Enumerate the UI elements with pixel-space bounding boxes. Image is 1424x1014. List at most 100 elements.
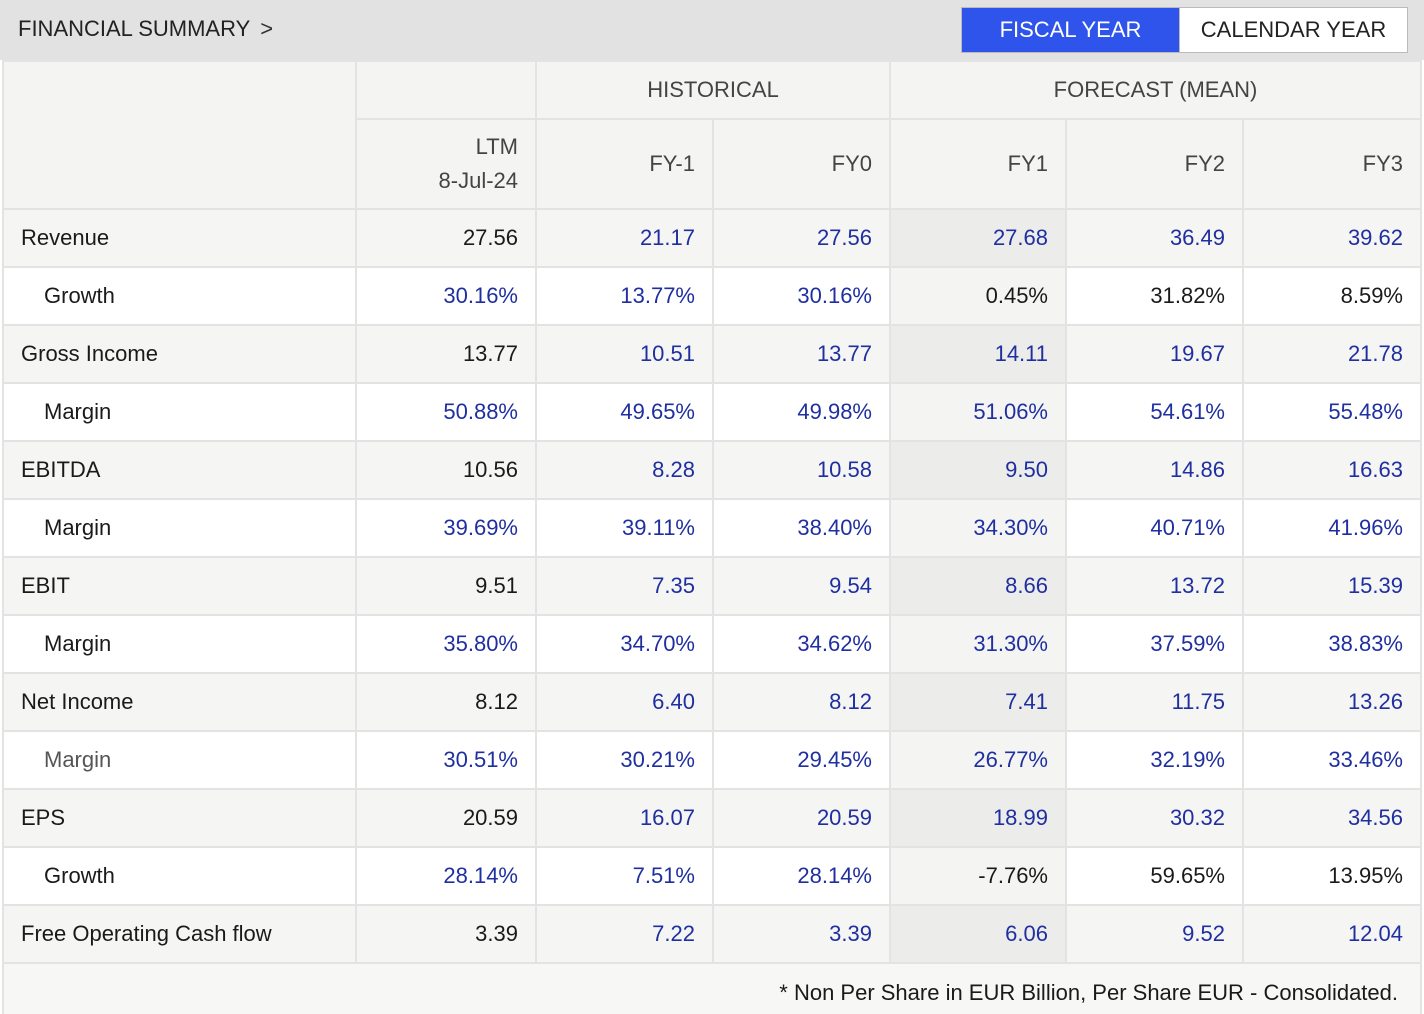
- value-cell: 7.41: [889, 672, 1067, 732]
- ltm-label: LTM: [475, 134, 518, 159]
- row-label: Gross Income: [2, 324, 357, 384]
- value-cell: 6.40: [535, 672, 714, 732]
- row-label: EBIT: [2, 556, 357, 616]
- row-label: Margin: [2, 614, 357, 674]
- period-header: FY-1: [535, 118, 714, 210]
- table-row: Growth 30.16% 13.77% 30.16% 0.45% 31.82% 8.59%: [2, 266, 1422, 326]
- row-label: Margin: [2, 498, 357, 558]
- value-cell: 30.16%: [355, 266, 537, 326]
- value-cell: 7.35: [535, 556, 714, 616]
- calendar-year-button[interactable]: CALENDAR YEAR: [1179, 8, 1407, 52]
- value-cell: 10.56: [355, 440, 537, 500]
- value-cell: 31.82%: [1065, 266, 1244, 326]
- table-row: EPS 20.59 16.07 20.59 18.99 30.32 34.56: [2, 788, 1422, 848]
- period-header: FY0: [712, 118, 891, 210]
- value-cell: 10.51: [535, 324, 714, 384]
- value-cell: 37.59%: [1065, 614, 1244, 674]
- value-cell: 30.51%: [355, 730, 537, 790]
- value-cell: 49.98%: [712, 382, 891, 442]
- fiscal-year-button[interactable]: FISCAL YEAR: [962, 8, 1179, 52]
- value-cell: 20.59: [712, 788, 891, 848]
- value-cell: 12.04: [1242, 904, 1422, 964]
- value-cell: 21.78: [1242, 324, 1422, 384]
- value-cell: 9.52: [1065, 904, 1244, 964]
- value-cell: 30.21%: [535, 730, 714, 790]
- table-row: EBITDA 10.56 8.28 10.58 9.50 14.86 16.63: [2, 440, 1422, 500]
- table-row: Free Operating Cash flow 3.39 7.22 3.39 6.06…: [2, 904, 1422, 964]
- page-title: FINANCIAL SUMMARY: [18, 16, 251, 41]
- value-cell: 13.72: [1065, 556, 1244, 616]
- forecast-group-header: FORECAST (MEAN): [889, 60, 1422, 120]
- value-cell: 34.62%: [712, 614, 891, 674]
- row-label: Margin: [2, 730, 357, 790]
- value-cell: 36.49: [1065, 208, 1244, 268]
- value-cell: 10.58: [712, 440, 891, 500]
- table-row: Margin 39.69% 39.11% 38.40% 34.30% 40.71% 41.9…: [2, 498, 1422, 558]
- value-cell: 41.96%: [1242, 498, 1422, 558]
- table-row: Revenue 27.56 21.17 27.56 27.68 36.49 39.62: [2, 208, 1422, 268]
- footnote: * Non Per Share in EUR Billion, Per Shar…: [2, 962, 1422, 1014]
- value-cell: 14.11: [889, 324, 1067, 384]
- value-cell: 13.77: [355, 324, 537, 384]
- value-cell: -7.76%: [889, 846, 1067, 906]
- row-label: Margin: [2, 382, 357, 442]
- value-cell: 40.71%: [1065, 498, 1244, 558]
- row-label: Growth: [2, 846, 357, 906]
- value-cell: 35.80%: [355, 614, 537, 674]
- period-header: FY1: [889, 118, 1067, 210]
- value-cell: 27.56: [712, 208, 891, 268]
- table-row: Margin 30.51% 30.21% 29.45% 26.77% 32.19% 33.4…: [2, 730, 1422, 790]
- table-row: Margin 50.88% 49.65% 49.98% 51.06% 54.61% 55.4…: [2, 382, 1422, 442]
- table-row: Margin 35.80% 34.70% 34.62% 31.30% 37.59% 38.8…: [2, 614, 1422, 674]
- value-cell: 29.45%: [712, 730, 891, 790]
- value-cell: 49.65%: [535, 382, 714, 442]
- value-cell: 11.75: [1065, 672, 1244, 732]
- financial-summary-link[interactable]: FINANCIAL SUMMARY >: [18, 16, 273, 42]
- value-cell: 8.12: [712, 672, 891, 732]
- historical-group-header: HISTORICAL: [535, 60, 891, 120]
- value-cell: 0.45%: [889, 266, 1067, 326]
- value-cell: 34.70%: [535, 614, 714, 674]
- value-cell: 50.88%: [355, 382, 537, 442]
- value-cell: 27.68: [889, 208, 1067, 268]
- value-cell: 39.69%: [355, 498, 537, 558]
- value-cell: 13.77%: [535, 266, 714, 326]
- table-row: EBIT 9.51 7.35 9.54 8.66 13.72 15.39: [2, 556, 1422, 616]
- chevron-right-icon: >: [260, 16, 274, 41]
- value-cell: 30.32: [1065, 788, 1244, 848]
- value-cell: 9.51: [355, 556, 537, 616]
- value-cell: 3.39: [712, 904, 891, 964]
- value-cell: 13.77: [712, 324, 891, 384]
- value-cell: 15.39: [1242, 556, 1422, 616]
- value-cell: 19.67: [1065, 324, 1244, 384]
- value-cell: 18.99: [889, 788, 1067, 848]
- value-cell: 33.46%: [1242, 730, 1422, 790]
- ltm-header: LTM 8-Jul-24: [355, 118, 537, 210]
- value-cell: 9.50: [889, 440, 1067, 500]
- value-cell: 59.65%: [1065, 846, 1244, 906]
- value-cell: 32.19%: [1065, 730, 1244, 790]
- value-cell: 34.30%: [889, 498, 1067, 558]
- top-bar: FINANCIAL SUMMARY > FISCAL YEAR CALENDAR…: [0, 0, 1424, 60]
- table-row: Gross Income 13.77 10.51 13.77 14.11 19.67 21.…: [2, 324, 1422, 384]
- value-cell: 28.14%: [712, 846, 891, 906]
- period-header: FY3: [1242, 118, 1422, 210]
- corner-cell: [2, 60, 357, 210]
- value-cell: 30.16%: [712, 266, 891, 326]
- value-cell: 8.66: [889, 556, 1067, 616]
- row-label: Free Operating Cash flow: [2, 904, 357, 964]
- value-cell: 28.14%: [355, 846, 537, 906]
- ltm-date: 8-Jul-24: [438, 168, 518, 193]
- period-header: FY2: [1065, 118, 1244, 210]
- year-type-toggle: FISCAL YEAR CALENDAR YEAR: [961, 7, 1408, 53]
- value-cell: 8.59%: [1242, 266, 1422, 326]
- value-cell: 55.48%: [1242, 382, 1422, 442]
- value-cell: 16.07: [535, 788, 714, 848]
- ltm-group-blank: [355, 60, 537, 120]
- value-cell: 3.39: [355, 904, 537, 964]
- table-row: Net Income 8.12 6.40 8.12 7.41 11.75 13.26: [2, 672, 1422, 732]
- row-label: EBITDA: [2, 440, 357, 500]
- value-cell: 14.86: [1065, 440, 1244, 500]
- value-cell: 34.56: [1242, 788, 1422, 848]
- value-cell: 54.61%: [1065, 382, 1244, 442]
